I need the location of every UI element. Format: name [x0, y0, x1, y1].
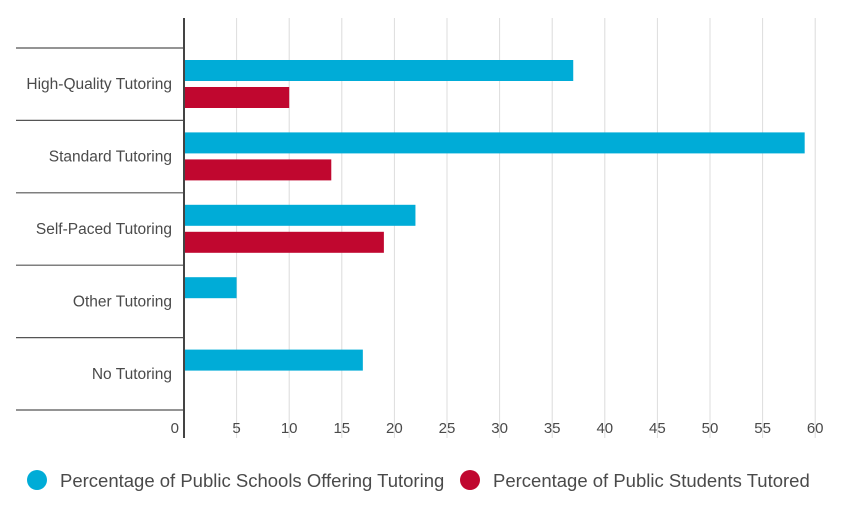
x-tick-label: 0	[171, 420, 179, 437]
x-tick-label: 60	[807, 420, 824, 437]
category-label: Other Tutoring	[73, 293, 172, 310]
bar-schools-offering	[184, 60, 574, 81]
x-tick-label: 40	[596, 420, 613, 437]
x-tick-label: 10	[281, 420, 298, 437]
x-tick-label: 15	[333, 420, 350, 437]
legend-marker	[27, 470, 47, 490]
bar-schools-offering	[184, 349, 363, 371]
x-tick-label: 35	[544, 420, 561, 437]
x-tick-label: 25	[439, 420, 456, 437]
category-label: Self-Paced Tutoring	[36, 221, 172, 238]
bar-students-tutored	[184, 159, 332, 181]
bar-schools-offering	[184, 132, 805, 154]
category-label: No Tutoring	[92, 366, 172, 383]
legend-label: Percentage of Public Schools Offering Tu…	[60, 470, 444, 491]
bar-students-tutored	[184, 87, 290, 108]
legend-label: Percentage of Public Students Tutored	[493, 470, 810, 491]
bar-schools-offering	[184, 204, 416, 226]
x-tick-label: 45	[649, 420, 666, 437]
x-tick-label: 5	[232, 420, 240, 437]
category-label: High-Quality Tutoring	[26, 76, 172, 93]
x-tick-label: 30	[491, 420, 508, 437]
bar-schools-offering	[184, 277, 237, 299]
x-tick-label: 50	[702, 420, 719, 437]
category-label: Standard Tutoring	[49, 149, 172, 166]
bar-students-tutored	[184, 231, 384, 253]
legend-marker	[460, 470, 480, 490]
x-tick-label: 20	[386, 420, 403, 437]
x-tick-label: 55	[754, 420, 771, 437]
